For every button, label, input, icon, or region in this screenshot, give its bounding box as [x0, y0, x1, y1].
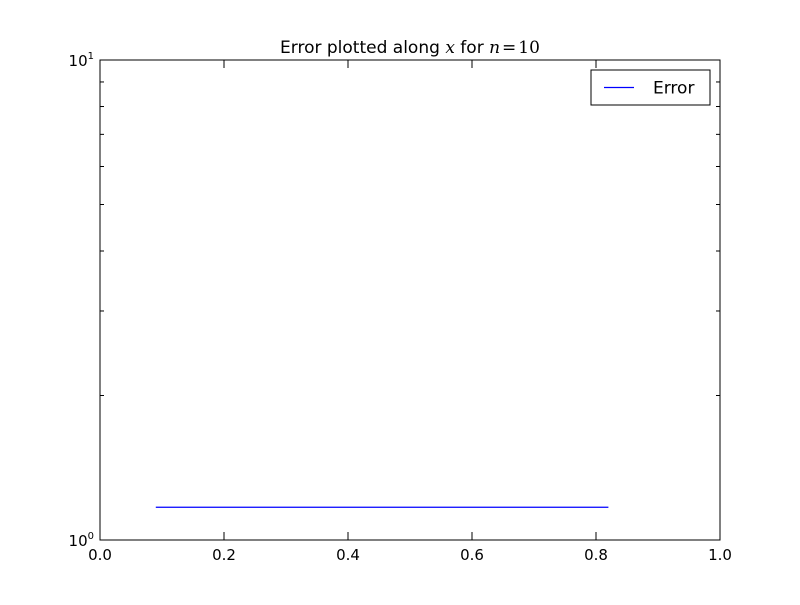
x-tick-label: 0.2 [212, 546, 236, 564]
y-tick-label-base: 10 [69, 532, 88, 550]
chart-title: Error plotted along x for n = 10 [280, 38, 540, 58]
chart-title-var-n: n [489, 38, 500, 58]
chart-title-n-value: 10 [518, 38, 540, 58]
y-tick-label-base: 10 [69, 52, 88, 70]
x-tick-label: 1.0 [708, 546, 732, 564]
plot-frame [99, 59, 721, 541]
legend: Error [590, 69, 711, 106]
x-tick-label: 0.0 [88, 546, 112, 564]
chart-title-var-x: x [445, 38, 455, 58]
x-tick-label: 0.4 [336, 546, 360, 564]
chart-title-prefix: Error plotted along [280, 38, 445, 58]
y-tick-label: 100 [69, 531, 94, 550]
y-tick-label: 101 [69, 51, 94, 70]
y-tick-label-exponent: 1 [88, 51, 94, 62]
chart-title-equals: = [502, 38, 516, 58]
x-tick-label: 0.6 [460, 546, 484, 564]
chart-title-middle: for [455, 38, 489, 58]
x-tick-label: 0.8 [584, 546, 608, 564]
y-tick-label-exponent: 0 [88, 531, 94, 542]
legend-label: Error [653, 79, 694, 99]
